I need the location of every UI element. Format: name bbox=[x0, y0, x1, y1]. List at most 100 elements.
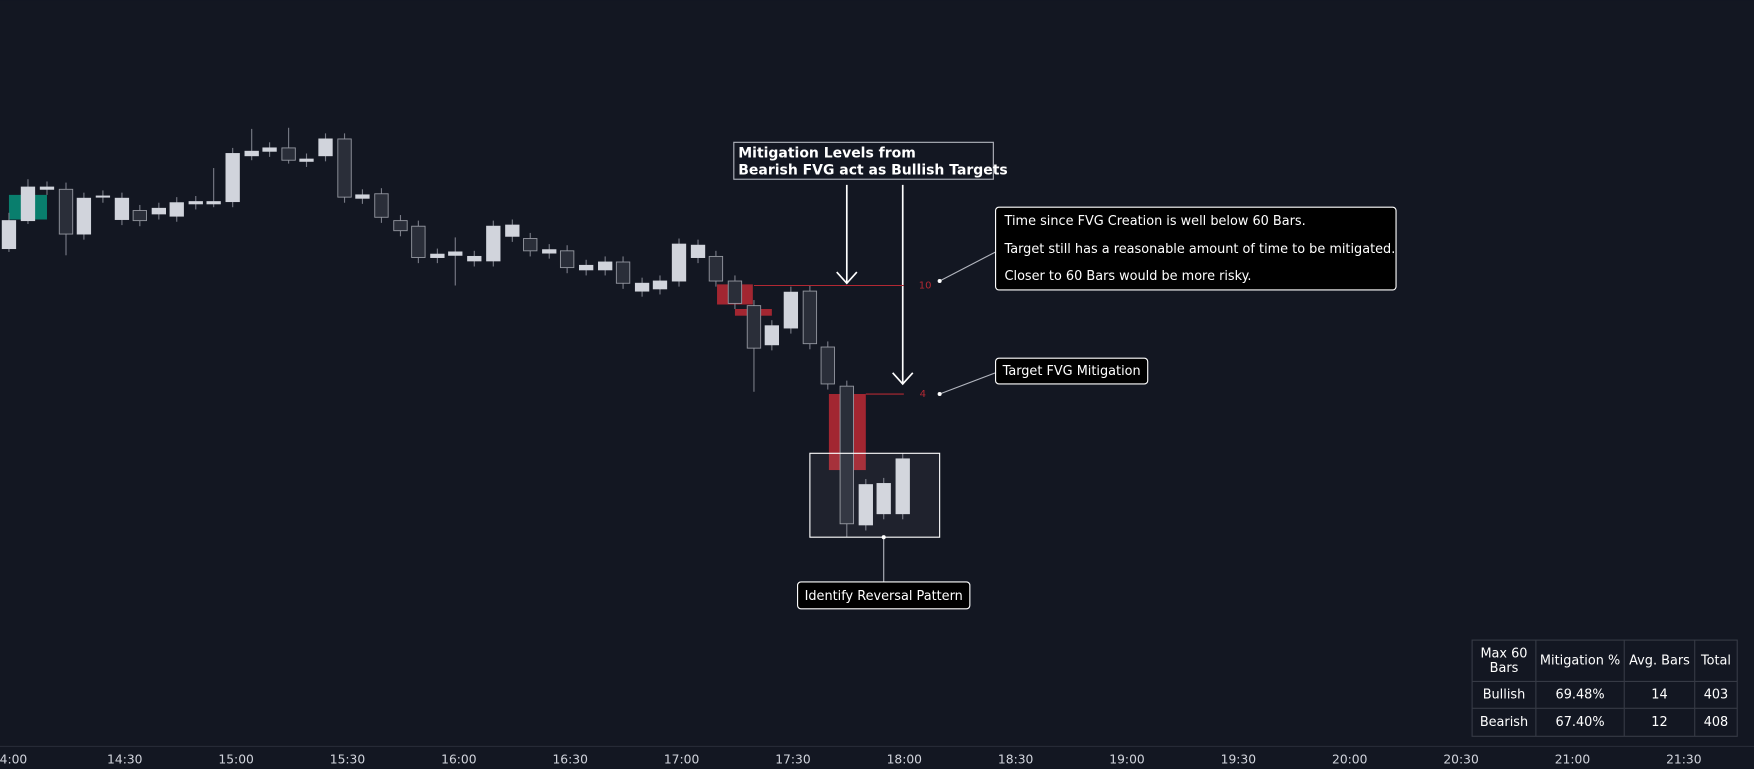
connector bbox=[939, 251, 996, 282]
table-cell: 12 bbox=[1651, 715, 1667, 730]
time-label: 18:00 bbox=[887, 752, 922, 766]
candle-body bbox=[523, 238, 538, 252]
table-cell: 14 bbox=[1651, 687, 1667, 702]
time-label: 19:30 bbox=[1221, 752, 1256, 766]
candle-body bbox=[430, 253, 445, 258]
time-label: 20:30 bbox=[1443, 752, 1478, 766]
table-header: Avg. Bars bbox=[1629, 653, 1690, 668]
candle-body bbox=[505, 224, 520, 237]
candle-body bbox=[169, 202, 184, 217]
info-box bbox=[995, 206, 1397, 291]
arrow-head bbox=[836, 271, 858, 285]
table-cell: Bearish bbox=[1480, 715, 1528, 730]
candle-body bbox=[188, 201, 203, 205]
time-label: 20:00 bbox=[1332, 752, 1367, 766]
target-label: Target FVG Mitigation bbox=[1002, 364, 1141, 379]
time-label: 18:30 bbox=[998, 752, 1033, 766]
candle-body bbox=[839, 385, 854, 525]
candle-body bbox=[337, 138, 352, 198]
table-header: Max 60 Bars bbox=[1480, 646, 1527, 676]
candle-body bbox=[244, 150, 259, 157]
candle-body bbox=[858, 484, 873, 526]
candle-body bbox=[262, 147, 277, 152]
candle-body bbox=[820, 346, 835, 385]
candle-body bbox=[652, 280, 668, 290]
info-line: Time since FVG Creation is well below 60… bbox=[1004, 214, 1306, 229]
reversal-label: Identify Reversal Pattern bbox=[805, 589, 963, 604]
connector bbox=[939, 372, 996, 395]
candle-body bbox=[1, 220, 17, 250]
candle-body bbox=[355, 194, 370, 199]
candle-body bbox=[393, 220, 408, 232]
time-label: 15:00 bbox=[218, 752, 253, 766]
candle-body bbox=[76, 197, 92, 235]
candle-body bbox=[876, 483, 891, 515]
time-label: 16:00 bbox=[441, 752, 476, 766]
title-box bbox=[733, 141, 994, 180]
candle-body bbox=[467, 255, 482, 262]
time-label: 15:30 bbox=[330, 752, 365, 766]
candle-body bbox=[615, 261, 631, 284]
candle-body bbox=[783, 291, 799, 329]
table-cell: 408 bbox=[1704, 715, 1729, 730]
candle-body bbox=[206, 201, 221, 205]
candle-body bbox=[764, 325, 780, 346]
candle-body bbox=[20, 186, 36, 222]
candle-body bbox=[58, 188, 74, 235]
time-label: 17:00 bbox=[664, 752, 699, 766]
candle-body bbox=[95, 195, 111, 198]
candle-body bbox=[374, 193, 389, 218]
candle-body bbox=[281, 147, 296, 161]
time-label: 21:30 bbox=[1666, 752, 1701, 766]
candle-body bbox=[486, 225, 501, 262]
candle-body bbox=[542, 249, 557, 254]
table-cell: 67.40% bbox=[1556, 715, 1605, 730]
table-header: Mitigation % bbox=[1540, 653, 1620, 668]
candle-body bbox=[448, 251, 463, 256]
candle-body bbox=[802, 290, 818, 345]
candle-body bbox=[225, 153, 240, 203]
candle-body bbox=[671, 243, 687, 282]
info-line: Closer to 60 Bars would be more risky. bbox=[1005, 269, 1252, 284]
title-line: Mitigation Levels from bbox=[738, 146, 916, 162]
arrow-head bbox=[892, 372, 914, 386]
candle-body bbox=[746, 305, 762, 349]
table-cell: 403 bbox=[1704, 687, 1729, 702]
time-label: 19:00 bbox=[1109, 752, 1144, 766]
candle-body bbox=[318, 138, 333, 157]
candles bbox=[1, 127, 910, 538]
candle-body bbox=[727, 280, 743, 304]
time-axis: 4:00 14:30 15:00 15:30 16:00 16:30 17:00 17:30 1… bbox=[0, 752, 1702, 766]
time-label: 14:30 bbox=[107, 752, 142, 766]
connector-dot bbox=[937, 279, 942, 284]
time-label: 17:30 bbox=[775, 752, 810, 766]
reversal-box bbox=[797, 581, 971, 610]
table-bg bbox=[1471, 639, 1738, 737]
info-line: Target still has a reasonable amount of … bbox=[1004, 242, 1396, 257]
candle-body bbox=[708, 255, 724, 282]
time-label: 16:30 bbox=[552, 752, 587, 766]
level-label: 4 bbox=[920, 389, 926, 400]
reversal-area bbox=[809, 452, 941, 538]
level-label: 10 bbox=[919, 281, 932, 292]
time-label: 21:00 bbox=[1555, 752, 1590, 766]
table-header: Total bbox=[1700, 653, 1731, 668]
candle-body bbox=[895, 458, 910, 515]
candle-body bbox=[411, 225, 426, 258]
time-label: 4:00 bbox=[0, 752, 27, 766]
candle-body bbox=[114, 197, 130, 220]
candle-body bbox=[690, 244, 706, 258]
candle-body bbox=[634, 282, 650, 292]
connector-dot bbox=[881, 535, 886, 540]
stats-table: Max 60 Bars Mitigation % Avg. Bars Total Bull… bbox=[1471, 639, 1738, 737]
candle-body bbox=[598, 261, 613, 271]
candle-body bbox=[132, 210, 147, 222]
target-box bbox=[995, 357, 1149, 385]
candle-body bbox=[39, 186, 55, 190]
candle-body bbox=[578, 264, 594, 271]
title-line: Bearish FVG act as Bullish Targets bbox=[738, 162, 1007, 178]
table-cell: 69.48% bbox=[1556, 687, 1605, 702]
table-cell: Bullish bbox=[1483, 687, 1526, 702]
